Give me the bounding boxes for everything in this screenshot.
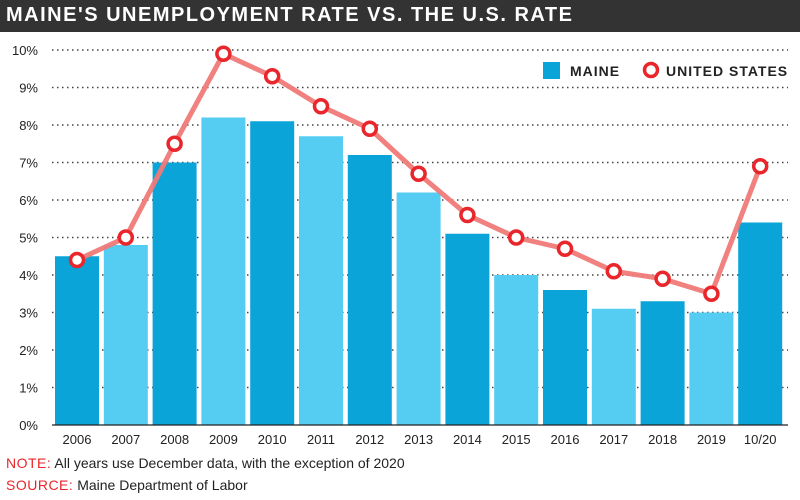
marker-united-states [312,98,330,115]
marker-united-states [215,45,232,62]
bar-maine [738,222,783,425]
x-tick-label: 2017 [599,432,628,447]
x-tick-label: 2007 [111,432,140,447]
x-tick-label: 2018 [648,432,677,447]
bar-maine [347,155,392,425]
bar-maine [55,256,99,425]
x-tick-label: 2014 [453,432,482,447]
x-tick-label: 2010 [258,432,287,447]
bar-maine [201,117,246,425]
note: NOTE: All years use December data, with … [6,455,405,471]
x-tick-label: 2006 [63,432,92,447]
x-tick-label: 10/20 [744,432,777,447]
x-tick-label: 2009 [209,432,238,447]
marker-united-states [263,68,281,85]
marker-united-states [117,229,135,246]
y-tick-label: 5% [19,231,38,246]
marker-united-states [68,251,86,269]
bar-maine [494,275,539,425]
marker-united-states [751,158,769,175]
source-label: SOURCE: [6,477,74,493]
bar-maine [396,192,441,425]
note-label: NOTE: [6,455,52,471]
bar-maine [103,245,148,425]
y-tick-label: 0% [19,418,38,433]
chart-canvas: 0% 1% 2% 3% 4% 5% 6% 7% 8% 9% 10% 2006 2007 2008 2009 2… [12,43,788,447]
y-tick-label: 4% [19,268,38,283]
y-tick-label: 2% [19,343,38,358]
y-tick-label: 1% [19,381,38,396]
bar-maine [299,136,343,425]
marker-united-states [703,285,720,302]
y-tick-label: 6% [19,193,38,208]
marker-united-states [410,165,427,182]
bar-maine [152,162,197,425]
bar-maine [640,301,685,425]
y-tick-label: 10% [12,43,38,58]
marker-united-states [507,229,525,246]
y-tick-label: 7% [19,156,38,171]
bar-maine [250,121,295,425]
source: SOURCE: Maine Department of Labor [6,477,248,493]
marker-united-states [166,135,183,152]
bar-maine [445,233,490,425]
note-text: All years use December data, with the ex… [54,455,405,471]
x-tick-label: 2011 [307,432,335,447]
legend-swatch-maine [543,62,560,79]
bar-maine [591,308,636,425]
y-tick-label: 9% [19,81,38,96]
marker-united-states [459,206,476,224]
x-tick-label: 2012 [355,432,384,447]
y-tick-label: 3% [19,306,38,321]
x-tick-label: 2008 [160,432,189,447]
marker-united-states [556,240,574,257]
marker-united-states [654,270,671,287]
marker-united-states [605,263,623,280]
x-tick-label: 2016 [551,432,580,447]
legend-marker-united-states [642,61,660,79]
marker-united-states [361,120,379,137]
x-tick-label: 2015 [502,432,531,447]
y-tick-label: 8% [19,118,38,133]
bar-maine [543,290,587,425]
title-bar: MAINE'S UNEMPLOYMENT RATE VS. THE U.S. R… [0,0,800,32]
legend-label-maine: MAINE [570,63,620,79]
x-tick-label: 2013 [404,432,433,447]
source-text: Maine Department of Labor [77,477,248,493]
legend-label-united-states: UNITED STATES [666,63,788,79]
bar-maine [689,312,734,425]
chart-title: MAINE'S UNEMPLOYMENT RATE VS. THE U.S. R… [6,4,574,26]
x-tick-label: 2019 [697,432,726,447]
